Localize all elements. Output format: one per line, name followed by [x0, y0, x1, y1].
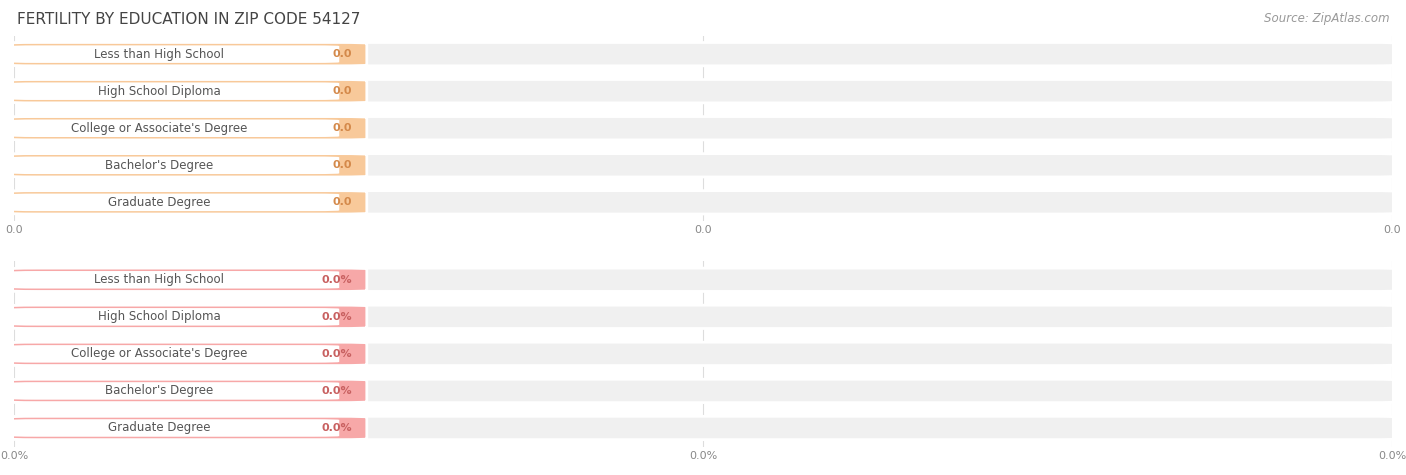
- FancyBboxPatch shape: [11, 194, 339, 211]
- FancyBboxPatch shape: [8, 305, 367, 329]
- Text: Less than High School: Less than High School: [94, 273, 225, 286]
- FancyBboxPatch shape: [11, 157, 339, 174]
- FancyBboxPatch shape: [8, 268, 1398, 292]
- FancyBboxPatch shape: [8, 342, 1398, 366]
- FancyBboxPatch shape: [8, 190, 1398, 214]
- Text: Source: ZipAtlas.com: Source: ZipAtlas.com: [1264, 12, 1389, 25]
- FancyBboxPatch shape: [8, 79, 367, 103]
- FancyBboxPatch shape: [8, 153, 367, 177]
- FancyBboxPatch shape: [11, 382, 339, 399]
- FancyBboxPatch shape: [8, 268, 367, 292]
- Text: Bachelor's Degree: Bachelor's Degree: [105, 159, 214, 172]
- FancyBboxPatch shape: [8, 153, 1398, 177]
- FancyBboxPatch shape: [11, 83, 339, 100]
- Text: Graduate Degree: Graduate Degree: [108, 196, 211, 209]
- Text: 0.0: 0.0: [332, 197, 352, 208]
- FancyBboxPatch shape: [8, 116, 1398, 140]
- Text: Bachelor's Degree: Bachelor's Degree: [105, 384, 214, 398]
- Text: Less than High School: Less than High School: [94, 48, 225, 61]
- FancyBboxPatch shape: [11, 308, 339, 325]
- FancyBboxPatch shape: [8, 379, 1398, 403]
- Text: 0.0: 0.0: [332, 123, 352, 133]
- FancyBboxPatch shape: [11, 271, 339, 288]
- FancyBboxPatch shape: [8, 416, 367, 440]
- FancyBboxPatch shape: [11, 120, 339, 137]
- FancyBboxPatch shape: [11, 46, 339, 63]
- FancyBboxPatch shape: [8, 190, 367, 214]
- Text: 0.0%: 0.0%: [321, 275, 352, 285]
- FancyBboxPatch shape: [8, 42, 1398, 66]
- Text: 0.0: 0.0: [332, 49, 352, 59]
- Text: FERTILITY BY EDUCATION IN ZIP CODE 54127: FERTILITY BY EDUCATION IN ZIP CODE 54127: [17, 12, 360, 27]
- Text: Graduate Degree: Graduate Degree: [108, 421, 211, 435]
- Text: 0.0: 0.0: [332, 86, 352, 96]
- FancyBboxPatch shape: [8, 305, 1398, 329]
- FancyBboxPatch shape: [11, 345, 339, 362]
- FancyBboxPatch shape: [8, 416, 1398, 440]
- Text: High School Diploma: High School Diploma: [98, 310, 221, 323]
- Text: College or Associate's Degree: College or Associate's Degree: [72, 122, 247, 135]
- Text: 0.0%: 0.0%: [321, 312, 352, 322]
- Text: 0.0: 0.0: [332, 160, 352, 171]
- FancyBboxPatch shape: [8, 379, 367, 403]
- FancyBboxPatch shape: [11, 419, 339, 437]
- Text: 0.0%: 0.0%: [321, 423, 352, 433]
- FancyBboxPatch shape: [8, 342, 367, 366]
- Text: 0.0%: 0.0%: [321, 349, 352, 359]
- FancyBboxPatch shape: [8, 42, 367, 66]
- Text: 0.0%: 0.0%: [321, 386, 352, 396]
- Text: College or Associate's Degree: College or Associate's Degree: [72, 347, 247, 361]
- FancyBboxPatch shape: [8, 116, 367, 140]
- FancyBboxPatch shape: [8, 79, 1398, 103]
- Text: High School Diploma: High School Diploma: [98, 85, 221, 98]
